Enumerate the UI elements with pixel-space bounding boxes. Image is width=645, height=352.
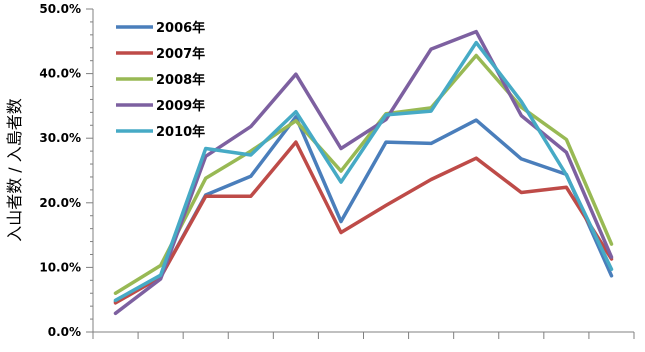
y-tick-label: 10.0% [39,260,81,274]
legend-label-2: 2008年 [156,72,205,88]
y-tick-label: 20.0% [39,196,81,210]
series-line-4 [113,40,614,303]
y-axis-title: 入山者数 / 入島者数 [5,98,24,242]
axis-ticks [86,8,635,339]
legend-label-3: 2009年 [156,98,205,114]
series-lines [113,29,614,316]
series-line-1 [113,140,614,305]
legend: 2006年 2007年 2008年 2009年 2010年 [116,20,205,140]
y-tick-label: 0.0% [48,325,81,339]
legend-label-1: 2007年 [156,46,205,62]
y-tick-labels: 0.0% 10.0% 20.0% 30.0% 40.0% 50.0% [39,2,81,339]
legend-label-0: 2006年 [156,20,205,36]
series-line-3 [113,29,614,316]
y-tick-label: 50.0% [39,2,81,16]
legend-label-4: 2010年 [156,124,205,140]
y-tick-label: 30.0% [39,131,81,145]
series-line-2 [113,53,614,295]
y-tick-label: 40.0% [39,67,81,81]
